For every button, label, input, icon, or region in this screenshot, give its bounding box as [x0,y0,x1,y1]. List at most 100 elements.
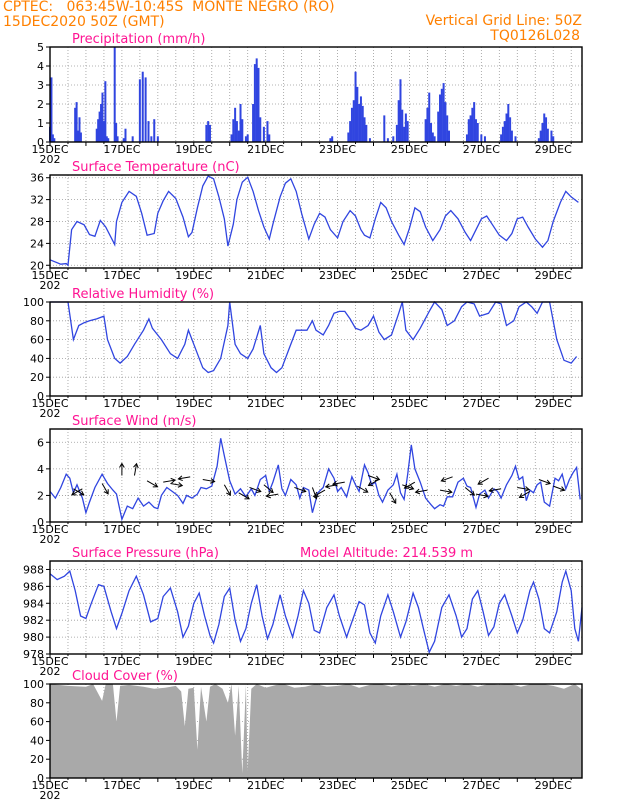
wind-arrow-head [71,490,77,496]
precip-bar [471,107,474,142]
precip-bar [208,124,211,142]
precip-bar [392,136,395,142]
wind-arrow [73,488,85,496]
precip-panel: Precipitation (mm/h) 0 1 2 3 4 5 15DEC 17DEC 19DE… [31,32,583,166]
precip-bar [268,134,271,142]
x-tick-label: 27DEC [463,143,500,156]
wind-arrow [553,485,566,492]
wind-arrow-shaft [415,489,428,493]
precip-bar [257,67,260,142]
precip-bar [552,136,555,142]
cloud-title: Cloud Cover (%) [72,669,178,684]
y-tick-label: 2 [37,489,44,502]
wind-arrow [464,487,476,496]
y-tick-label: 28 [30,216,44,229]
x-tick-label: 29DEC [535,523,572,536]
wind-arrow-head [256,487,262,493]
precip-bar [465,134,468,142]
pressure-line [49,568,583,655]
wind-arrow [170,482,184,488]
precip-bar [403,126,406,142]
wind-arrow-head [152,482,159,488]
precip-bar [144,77,147,142]
precip-bar [446,115,449,142]
precip-frame [49,46,583,143]
y-tick-label: 4 [37,463,44,476]
wind-arrow-head [103,489,109,495]
x-tick-label: 17DEC [103,779,140,792]
wind-arrow [488,487,502,494]
precip-bar [448,130,450,142]
precip-bar [107,138,110,142]
x-tick-label: 19DEC [175,779,212,792]
wind-arrow [265,492,279,499]
y-tick-label: 36 [30,172,44,185]
precip-bar [509,117,512,142]
x-tick-label: 25DEC [391,143,428,156]
wind-arrow-shaft [441,476,453,482]
x-tick-label: 15DEC [31,655,68,668]
wind-arrow-head [177,482,184,488]
y-tick-label: 0 [37,390,44,403]
precip-bar [383,115,386,142]
precip-bar [122,138,125,142]
wind-line [49,438,581,522]
wind-arrow [202,478,216,484]
y-tick-label: 100 [23,678,44,691]
precip-bar [433,136,436,142]
precip-bar [437,111,440,142]
wind-arrow-shaft [538,479,551,485]
y-tick-label: 4 [37,60,44,73]
x-tick-label: 29DEC [535,143,572,156]
wind-arrow-shaft [439,489,452,493]
wind-arrow [238,492,250,500]
precip-bar [116,136,119,142]
wind-arrow [518,491,531,499]
precip-bar [431,132,434,142]
precip-bar [545,117,548,142]
x-tick-label: 19DEC [175,397,212,410]
cloud-frame [49,683,583,779]
wind-arrow-shaft [223,484,231,496]
precip-bar [244,136,247,142]
precip-bar [230,134,233,142]
precip-bar [329,138,332,142]
precip-bar [77,130,80,142]
wind-arrow-head [210,478,216,484]
precip-bar [95,128,98,142]
precip-bar [510,130,513,142]
precip-bar [105,136,108,142]
precip-bar [234,107,237,142]
precip-bar [266,121,269,142]
wind-arrow-shaft [238,492,250,500]
x-tick-label: 15DEC [31,269,68,282]
x-tick-label: 15DEC [31,397,68,410]
precip-bar [480,134,483,142]
pressure-panel: Surface Pressure (hPa) Model Altitude: 21… [23,546,583,678]
wind-arrow-head [414,488,421,495]
wind-arrow [177,475,191,482]
y-tick-label: 5 [37,41,44,54]
precip-bar [424,119,427,142]
precip-bar [131,136,134,142]
x-tick-label: 27DEC [463,269,500,282]
precip-bar [365,124,368,142]
wind-arrow-head [119,462,125,468]
humidity-frame [49,301,583,397]
wind-arrow-shaft [178,476,191,480]
precip-bar [51,134,54,142]
y-tick-label: 32 [30,194,44,207]
wind-arrow [119,462,125,476]
wind-arrow [223,484,231,497]
precip-bar [440,88,443,142]
temperature-line [49,175,579,267]
humidity-title: Relative Humidity (%) [72,287,214,302]
wind-arrow [163,477,177,484]
chart-header: CPTEC: 063:45W-10:45S MONTE NEGRO (RO) 1… [0,0,618,46]
precip-bar [359,96,362,142]
wind-arrow-shaft [402,484,414,490]
wind-arrow [389,492,397,505]
x-tick-label: 19DEC [175,269,212,282]
precip-bar [207,121,210,142]
precip-bar [514,136,517,142]
